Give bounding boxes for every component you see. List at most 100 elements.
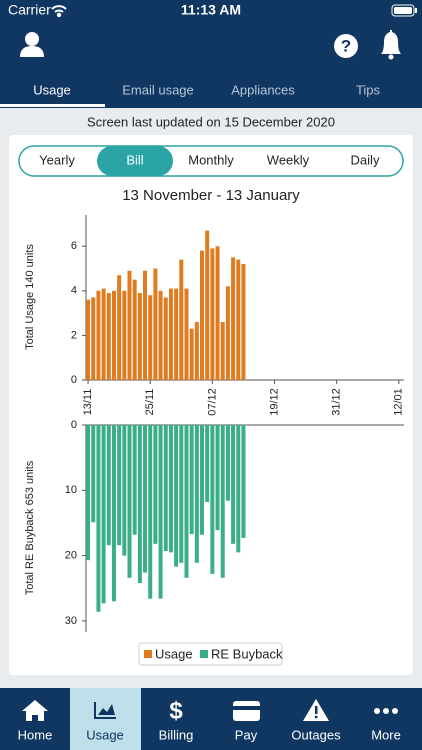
bottom-nav [0, 688, 422, 750]
tab[interactable]: Appliances [231, 82, 295, 97]
nav-icons: $ [22, 697, 398, 724]
bar [153, 425, 158, 544]
legend-label: RE Buyback [211, 646, 283, 661]
nav-item[interactable]: Billing [159, 727, 194, 742]
bar [148, 425, 153, 599]
y-tick-label: 10 [65, 484, 77, 496]
x-tick-label: 13/11 [82, 389, 94, 416]
bar [111, 290, 116, 380]
bar [143, 425, 148, 573]
bar [200, 250, 205, 380]
y-axis-label: Total Usage 140 units [24, 244, 36, 350]
bar [127, 270, 132, 380]
profile-button[interactable] [20, 32, 44, 57]
bar [210, 248, 215, 380]
carrier: Carrier [8, 2, 51, 18]
bar [179, 259, 184, 380]
bar [153, 268, 158, 380]
bar [96, 425, 101, 612]
bar [96, 290, 101, 380]
bar [158, 290, 163, 380]
svg-text:?: ? [341, 36, 351, 55]
y-tick-label: 0 [71, 374, 77, 386]
bar [236, 259, 241, 380]
period-option[interactable]: Weekly [267, 152, 310, 167]
legend-swatch [200, 650, 208, 658]
x-tick-label: 07/12 [206, 388, 218, 416]
tab[interactable]: Email usage [122, 82, 194, 97]
wifi-icon [51, 5, 67, 18]
bar [215, 425, 220, 531]
tab[interactable]: Usage [33, 82, 71, 97]
period-title: 13 November - 13 January [122, 187, 300, 204]
bar [106, 425, 111, 546]
x-tick-label: 31/12 [331, 388, 343, 416]
bar [106, 293, 111, 380]
bar [137, 293, 142, 380]
bar [117, 275, 122, 380]
bar [168, 288, 173, 380]
bar [205, 425, 210, 503]
bar [215, 246, 220, 380]
bar [163, 297, 168, 380]
y-axis-label: Total RE Buyback 653 units [24, 460, 36, 595]
bar [225, 425, 230, 501]
bar [122, 425, 127, 556]
bar [189, 328, 194, 380]
bar [86, 299, 91, 380]
bar [194, 322, 199, 380]
bar [101, 288, 106, 380]
period-option[interactable]: Monthly [188, 152, 234, 167]
nav-item[interactable]: Pay [235, 727, 258, 742]
bar [127, 425, 132, 578]
legend: Usage RE Buyback [138, 642, 283, 666]
y-tick-label: 6 [71, 240, 77, 252]
period-option[interactable]: Daily [351, 152, 380, 167]
bar [91, 425, 96, 523]
y-tick-label: 4 [71, 285, 77, 297]
notifications-button[interactable] [381, 30, 401, 60]
nav-item[interactable]: Outages [291, 727, 341, 742]
bar [163, 425, 168, 552]
nav-item[interactable]: More [371, 727, 401, 742]
period-option[interactable]: Yearly [39, 152, 75, 167]
nav-item[interactable]: Home [18, 727, 53, 742]
x-tick-label: 19/12 [268, 388, 280, 416]
bar [184, 425, 189, 578]
bar [231, 425, 236, 544]
y-tick-label: 30 [65, 615, 77, 627]
nav-item[interactable]: Usage [86, 727, 124, 742]
bar [225, 286, 230, 380]
tab[interactable]: Tips [356, 82, 381, 97]
bar [241, 425, 246, 538]
svg-text:$: $ [169, 697, 183, 724]
bar [148, 295, 153, 380]
bar [174, 425, 179, 567]
bar [137, 425, 142, 584]
bar [210, 425, 215, 574]
period-option[interactable]: Bill [126, 152, 143, 167]
help-button[interactable]: ? [334, 34, 358, 58]
bar [220, 425, 225, 578]
bar [86, 425, 91, 561]
bar [200, 425, 205, 535]
legend-label: Usage [155, 646, 193, 661]
bar [189, 425, 194, 535]
x-tick-label: 12/01 [393, 388, 405, 416]
bar [132, 425, 137, 535]
bar [220, 322, 225, 380]
y-tick-label: 0 [71, 419, 77, 431]
bar [158, 425, 163, 599]
bar [174, 288, 179, 380]
updated-note: Screen last updated on 15 December 2020 [87, 114, 335, 129]
bar [205, 230, 210, 380]
y-tick-label: 20 [65, 550, 77, 562]
bar [194, 425, 199, 563]
legend-swatch [144, 650, 152, 658]
bar [184, 288, 189, 380]
bar [101, 425, 106, 604]
bar [179, 425, 184, 563]
bar [122, 290, 127, 380]
x-tick-label: 25/11 [144, 389, 156, 416]
